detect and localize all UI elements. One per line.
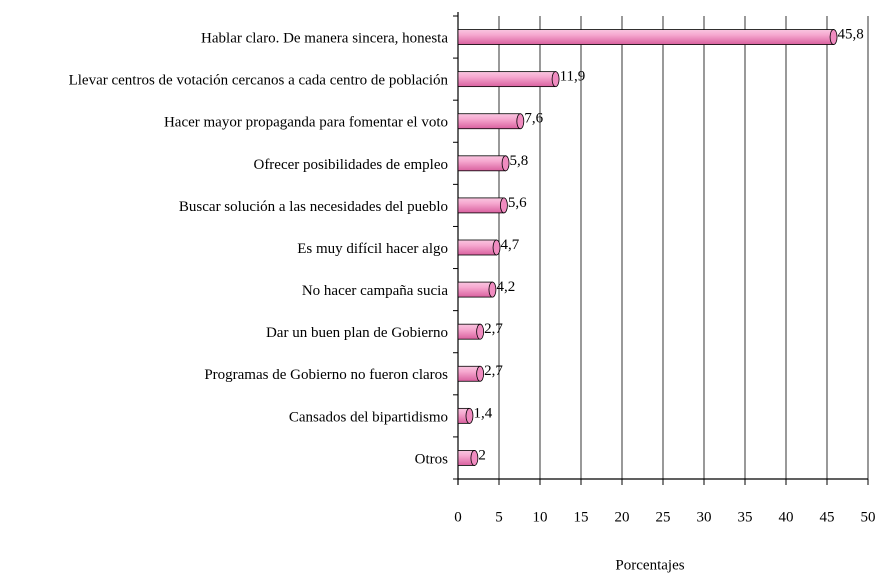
bar [457, 155, 506, 172]
bar-cap [476, 365, 485, 382]
x-tick-label: 40 [779, 509, 794, 525]
bar-cap [465, 407, 474, 424]
value-label: 4,7 [501, 237, 520, 253]
y-tick-label: Es muy difícil hacer algo [297, 241, 448, 257]
value-label: 1,4 [473, 405, 492, 421]
value-label: 11,9 [560, 69, 586, 85]
y-tick-label: Cansados del bipartidismo [289, 409, 448, 425]
bar-cap [500, 197, 508, 214]
x-tick-label: 15 [574, 509, 589, 525]
bar-cap [551, 71, 560, 88]
bar-cap [488, 281, 497, 298]
bar [457, 113, 521, 130]
y-tick-label: Dar un buen plan de Gobierno [266, 325, 448, 341]
value-label: 5,6 [508, 195, 527, 211]
y-tick-label: Ofrecer posibilidades de empleo [253, 157, 448, 173]
bar-cap [476, 323, 485, 340]
y-tick-label: Llevar centros de votación cercanos a ca… [69, 73, 449, 89]
x-tick-label: 5 [495, 509, 503, 525]
value-label: 4,2 [496, 279, 515, 295]
x-tick-label: 10 [533, 509, 548, 525]
x-tick-label: 20 [615, 509, 630, 525]
value-label: 5,8 [510, 153, 529, 169]
value-label: 2,7 [484, 363, 503, 379]
bar [457, 281, 493, 298]
x-tick-label: 50 [861, 509, 876, 525]
bar [457, 197, 505, 214]
bar-cap [492, 239, 501, 256]
x-tick-label: 25 [656, 509, 671, 525]
bar-cap [470, 450, 479, 466]
bar [457, 29, 834, 45]
y-tick-label: Buscar solución a las necesidades del pu… [179, 199, 448, 215]
y-tick-label: Otros [415, 451, 448, 467]
x-axis-label: Porcentajes [615, 557, 684, 573]
y-tick-label: Programas de Gobierno no fueron claros [204, 367, 448, 383]
y-tick-label: Hacer mayor propaganda para fomentar el … [164, 115, 448, 131]
bar [457, 71, 556, 88]
x-tick-label: 35 [738, 509, 753, 525]
value-label: 2,7 [484, 321, 503, 337]
value-label: 2 [478, 447, 486, 463]
x-tick-label: 0 [454, 509, 462, 525]
x-tick-label: 30 [697, 509, 712, 525]
bar [457, 239, 497, 256]
y-tick-label: Hablar claro. De manera sincera, honesta [201, 30, 448, 46]
bar-cap [501, 155, 510, 172]
value-label: 45,8 [838, 26, 864, 42]
bar-cap [829, 29, 838, 45]
x-tick-label: 45 [820, 509, 835, 525]
bar-cap [516, 113, 525, 130]
y-tick-label: No hacer campaña sucia [302, 283, 449, 299]
value-label: 7,6 [524, 111, 543, 127]
